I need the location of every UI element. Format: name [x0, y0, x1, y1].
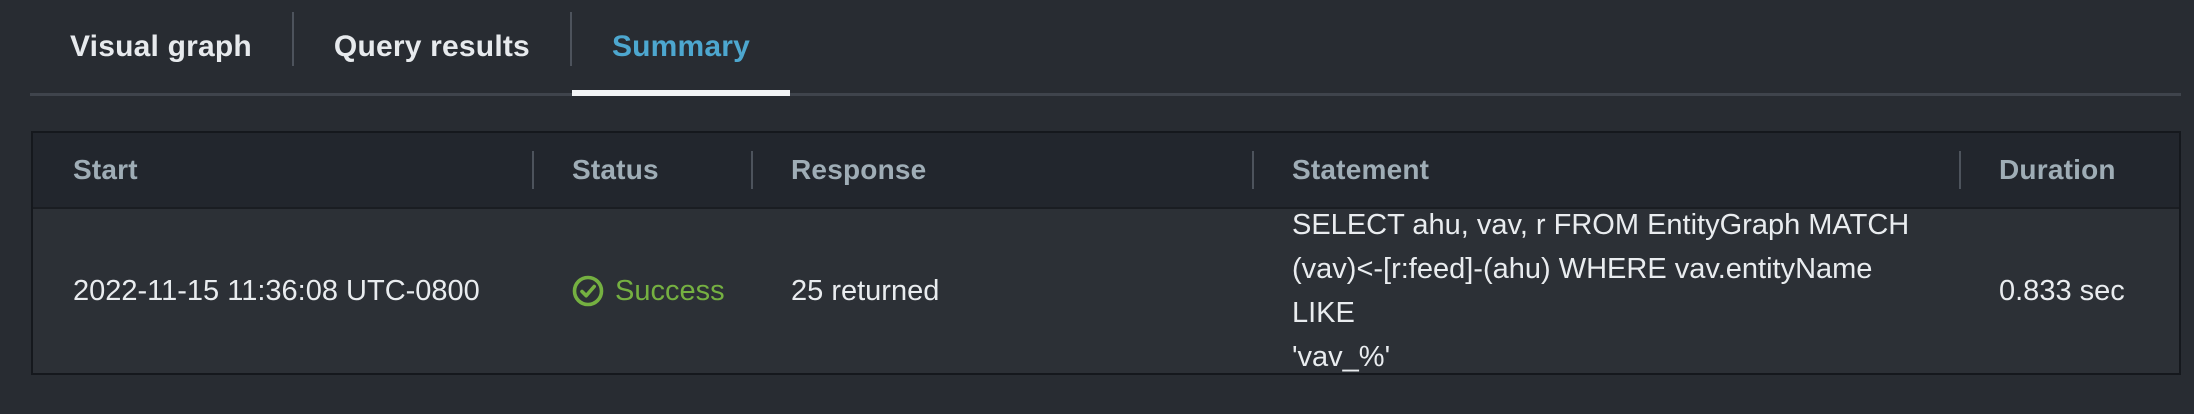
tab-summary-label: Summary — [611, 29, 751, 63]
query-summary-table: Start Status Response Statement Duration… — [31, 131, 2181, 375]
column-header-duration: Duration — [1959, 133, 2179, 207]
column-header-start: Start — [73, 154, 138, 185]
column-header-response: Response — [751, 133, 1252, 207]
column-header-statement: Statement — [1252, 133, 1959, 207]
statement-line: SELECT ahu, vav, r FROM EntityGraph MATC… — [1292, 209, 1910, 241]
cell-status: Success — [532, 209, 751, 373]
table-header-row: Start Status Response Statement Duration — [33, 133, 2179, 209]
check-circle-icon — [572, 275, 604, 307]
active-tab-indicator — [571, 90, 791, 96]
tab-query-results-label: Query results — [333, 29, 530, 63]
cell-response: 25 returned — [791, 274, 940, 307]
cell-start-time: 2022-11-15 11:36:08 UTC-0800 — [73, 274, 480, 307]
tab-visual-graph-label: Visual graph — [70, 29, 252, 63]
cell-duration: 0.833 sec — [1999, 274, 2125, 307]
tab-query-results[interactable]: Query results — [294, 0, 570, 93]
column-header-status: Status — [532, 133, 751, 207]
tab-list: Visual graph Query results Summary — [30, 0, 2181, 96]
status-label: Success — [615, 274, 725, 307]
tab-divider — [291, 12, 294, 66]
status-badge: Success — [572, 275, 725, 308]
tab-visual-graph[interactable]: Visual graph — [30, 0, 292, 93]
tab-summary[interactable]: Summary — [571, 0, 791, 96]
statement-text: SELECT ahu, vav, r FROM EntityGraph MATC… — [1292, 203, 1959, 379]
statement-line: (vav)<-[r:feed]-(ahu) WHERE vav.entityNa… — [1292, 253, 1873, 329]
tab-divider — [569, 12, 572, 66]
statement-line: 'vav_%' — [1292, 341, 1391, 373]
tabbar-divider-line — [30, 93, 2181, 96]
cell-statement: SELECT ahu, vav, r FROM EntityGraph MATC… — [1252, 209, 1959, 373]
tab-bar: Visual graph Query results Summary — [30, 0, 2181, 96]
table-row: 2022-11-15 11:36:08 UTC-0800 Success 25 … — [33, 209, 2179, 373]
